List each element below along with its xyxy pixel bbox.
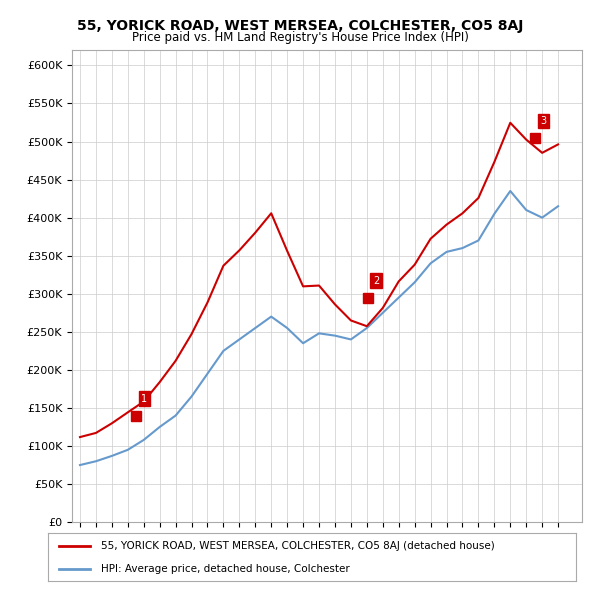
Text: 55, YORICK ROAD, WEST MERSEA, COLCHESTER, CO5 8AJ (detached house): 55, YORICK ROAD, WEST MERSEA, COLCHESTER… [101, 541, 494, 551]
Text: HPI: Average price, detached house, Colchester: HPI: Average price, detached house, Colc… [101, 564, 350, 574]
Text: 55, YORICK ROAD, WEST MERSEA, COLCHESTER, CO5 8AJ: 55, YORICK ROAD, WEST MERSEA, COLCHESTER… [77, 19, 523, 34]
Text: 1: 1 [141, 394, 147, 404]
Text: 2: 2 [373, 276, 379, 286]
Text: Price paid vs. HM Land Registry's House Price Index (HPI): Price paid vs. HM Land Registry's House … [131, 31, 469, 44]
Text: 3: 3 [540, 116, 546, 126]
